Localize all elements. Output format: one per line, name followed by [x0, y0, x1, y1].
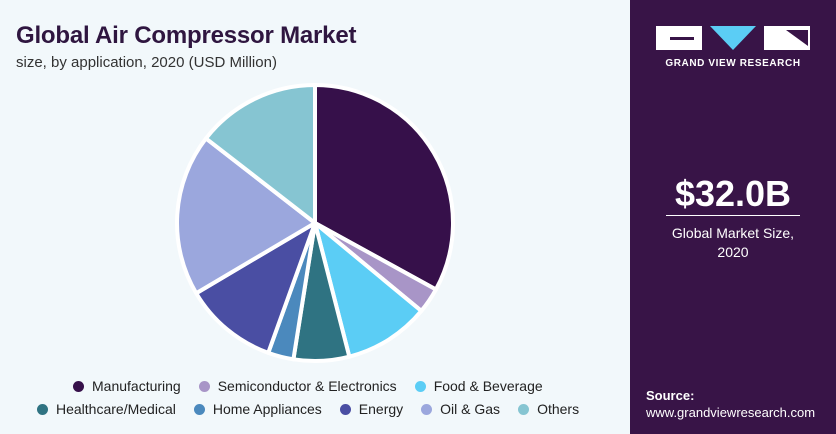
market-caption-line-2: 2020 [717, 244, 749, 260]
market-size-caption: Global Market Size, 2020 [650, 224, 816, 262]
legend-item-manufacturing: Manufacturing [73, 378, 181, 394]
legend-label: Energy [358, 401, 404, 417]
legend-swatch [421, 403, 433, 415]
legend-label: Others [537, 401, 580, 417]
market-size-value: $32.0B [674, 173, 792, 214]
grand-view-research-logo [656, 26, 810, 50]
chart-title: Global Air Compressor Market [16, 22, 357, 49]
legend-label: Manufacturing [92, 378, 181, 394]
legend-label: Food & Beverage [433, 378, 543, 394]
legend-item-semiconductor-electronics: Semiconductor & Electronics [198, 378, 397, 394]
pie-chart [175, 83, 455, 363]
legend-label: Healthcare/Medical [56, 401, 176, 417]
legend-item-healthcare-medical: Healthcare/Medical [37, 401, 176, 417]
legend-label: Home Appliances [212, 401, 322, 417]
legend-swatch [518, 403, 530, 415]
pie-slice-manufacturing [313, 83, 455, 292]
source-url[interactable]: www.grandviewresearch.com [646, 405, 816, 420]
chart-subtitle: size, by application, 2020 (USD Million) [16, 54, 277, 71]
legend-item-oil-gas: Oil & Gas [421, 401, 500, 417]
sidebar-panel: GRAND VIEW RESEARCH $32.0B Global Market… [630, 0, 836, 434]
legend-item-energy: Energy [339, 401, 404, 417]
pie-slice-others [203, 83, 317, 225]
legend-swatch [414, 380, 426, 392]
legend-item-home-appliances: Home Appliances [193, 401, 322, 417]
legend-swatch [37, 403, 48, 415]
pie-slice-energy [194, 221, 317, 355]
legend-label: Oil & Gas [440, 401, 501, 417]
legend-label: Semiconductor & Electronics [217, 378, 397, 394]
legend-item-others: Others [518, 401, 579, 417]
legend-row: Manufacturing Semiconductor & Electronics… [73, 378, 561, 394]
market-caption-line-1: Global Market Size, [671, 225, 795, 241]
legend-swatch [198, 380, 210, 392]
source-label: Source: [646, 388, 695, 403]
legend-swatch [73, 380, 84, 392]
legend-row: Healthcare/Medical Home Appliances Energy O… [37, 401, 597, 417]
legend-swatch [339, 403, 351, 415]
legend-swatch [193, 403, 205, 415]
divider [666, 215, 800, 216]
brand-name: GRAND VIEW RESEARCH [665, 58, 801, 69]
pie-slice-oil-gas [175, 136, 317, 296]
legend-item-food-beverage: Food & Beverage [414, 378, 543, 394]
chart-panel: Global Air Compressor Market size, by ap… [0, 0, 630, 434]
